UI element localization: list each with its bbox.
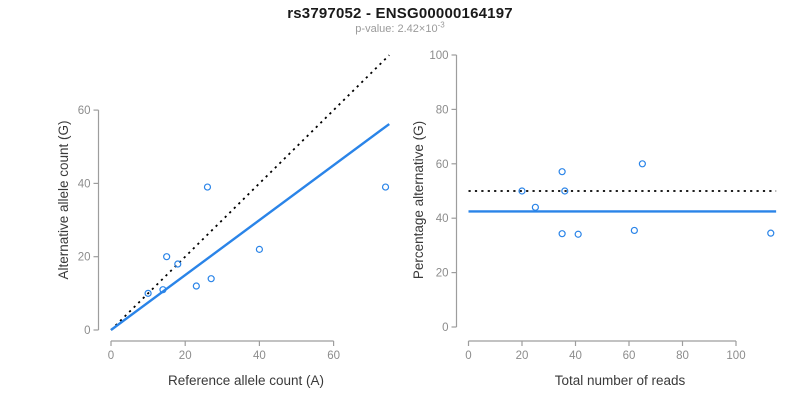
y-tick-label: 40 bbox=[78, 178, 91, 190]
y-axis-title: Percentage alternative (G) bbox=[411, 121, 426, 279]
data-point bbox=[531, 203, 539, 211]
pvalue-subtitle: p-value: 2.42×10-3 bbox=[0, 20, 800, 35]
x-tick-label: 80 bbox=[676, 350, 689, 362]
data-point bbox=[203, 183, 212, 191]
y-tick-label: 60 bbox=[436, 159, 449, 171]
x-tick-label: 40 bbox=[253, 350, 266, 362]
y-tick-label: 20 bbox=[436, 268, 449, 280]
pvalue-exponent: -3 bbox=[437, 20, 445, 30]
data-point bbox=[767, 229, 775, 237]
data-point bbox=[192, 282, 200, 290]
fit-line bbox=[110, 123, 390, 331]
y-tick-label: 0 bbox=[84, 325, 90, 337]
x-tick-label: 20 bbox=[516, 350, 529, 362]
x-tick-label: 100 bbox=[726, 350, 745, 362]
y-tick-label: 100 bbox=[429, 50, 448, 62]
y-tick-label: 80 bbox=[436, 104, 449, 116]
data-point bbox=[144, 289, 152, 297]
data-point bbox=[381, 183, 390, 191]
data-point bbox=[174, 260, 182, 268]
data-point bbox=[630, 226, 638, 235]
y-tick-label: 60 bbox=[78, 105, 91, 117]
x-tick-label: 0 bbox=[465, 350, 471, 362]
x-tick-label: 0 bbox=[108, 350, 114, 362]
data-point bbox=[163, 253, 171, 261]
data-point bbox=[574, 230, 582, 238]
y-axis-title: Alternative allele count (G) bbox=[56, 120, 71, 279]
data-point bbox=[159, 286, 167, 294]
x-tick-label: 60 bbox=[327, 350, 340, 362]
data-point bbox=[561, 187, 569, 195]
x-tick-label: 60 bbox=[623, 350, 636, 362]
data-point bbox=[207, 275, 215, 283]
x-tick-label: 40 bbox=[569, 350, 582, 362]
data-point bbox=[255, 245, 263, 253]
data-point bbox=[518, 187, 526, 195]
y-tick-label: 40 bbox=[436, 213, 449, 225]
x-tick-label: 20 bbox=[179, 350, 192, 362]
x-axis-title: Reference allele count (A) bbox=[168, 373, 324, 388]
pvalue-text: p-value: 2.42×10 bbox=[355, 23, 438, 35]
data-point bbox=[558, 168, 566, 176]
data-point bbox=[558, 230, 566, 238]
y-tick-label: 0 bbox=[442, 322, 448, 334]
scatter-plot-percentage-alternative: 0 20 40 60 80 100 0 20 40 60 80 100 Total number of … bbox=[411, 50, 777, 388]
data-point bbox=[638, 160, 646, 168]
x-axis-title: Total number of reads bbox=[555, 373, 686, 388]
page-title: rs3797052 - ENSG00000164197 bbox=[287, 5, 513, 22]
identity-line bbox=[110, 54, 390, 331]
y-tick-label: 20 bbox=[78, 252, 91, 264]
